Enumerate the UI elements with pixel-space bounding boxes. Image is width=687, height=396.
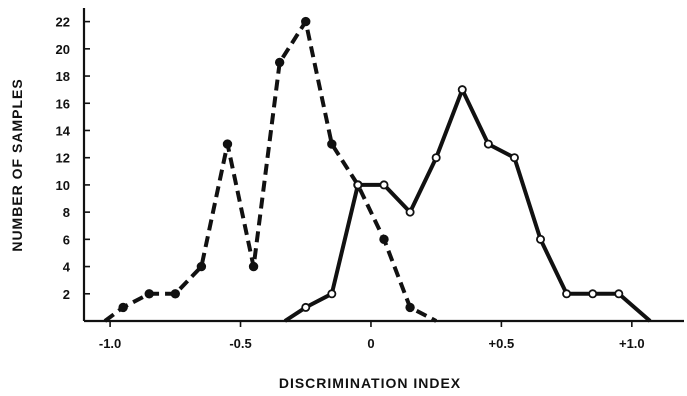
data-point	[457, 85, 467, 95]
chart-series	[103, 16, 652, 323]
y-tick-label: 6	[63, 232, 70, 247]
data-point	[301, 16, 311, 27]
data-point	[379, 234, 389, 245]
x-tick-label: 0	[367, 336, 374, 351]
y-tick-label: 8	[63, 205, 70, 220]
x-tick-label: +1.0	[619, 336, 645, 351]
data-point	[248, 261, 259, 272]
data-point	[405, 207, 415, 217]
x-tick-label: +0.5	[489, 336, 515, 351]
y-tick-label: 20	[56, 42, 70, 57]
y-tick-label: 10	[56, 178, 70, 193]
series-line-dashed	[103, 19, 438, 323]
chart-axes: 2 4 6 8 10 12 14 16 18 20 22 -1.0 -0.5 0 +0.5 +1.0	[56, 8, 684, 351]
series-solid	[283, 85, 652, 323]
data-point	[379, 180, 389, 190]
data-point	[170, 289, 181, 299]
data-point	[483, 139, 493, 149]
series-line-solid	[283, 87, 652, 323]
data-point	[405, 302, 415, 313]
y-tick-label: 12	[56, 151, 70, 166]
y-axis-label: NUMBER OF SAMPLES	[9, 78, 25, 251]
data-point	[274, 57, 285, 68]
x-tick-label: -1.0	[99, 336, 121, 351]
data-point	[144, 289, 154, 299]
data-point	[222, 139, 233, 149]
y-tick-label: 4	[63, 260, 71, 275]
data-point	[301, 302, 311, 312]
x-axis-label: DISCRIMINATION INDEX	[279, 375, 461, 391]
x-tick-label: -0.5	[229, 336, 251, 351]
y-tick-label: 16	[56, 96, 70, 111]
y-tick-label: 14	[56, 123, 71, 138]
data-point	[353, 180, 363, 190]
series-dashed	[103, 16, 438, 323]
data-point	[327, 139, 337, 149]
data-point	[327, 289, 337, 299]
data-point	[614, 289, 624, 299]
y-tick-label: 22	[56, 15, 70, 30]
data-point	[431, 153, 441, 163]
data-point	[118, 302, 128, 313]
y-tick-label: 2	[63, 287, 70, 302]
data-point	[509, 153, 519, 163]
data-point	[536, 234, 546, 244]
data-point	[562, 289, 572, 299]
y-tick-label: 18	[56, 69, 70, 84]
data-point	[196, 261, 207, 272]
data-point	[588, 289, 598, 299]
